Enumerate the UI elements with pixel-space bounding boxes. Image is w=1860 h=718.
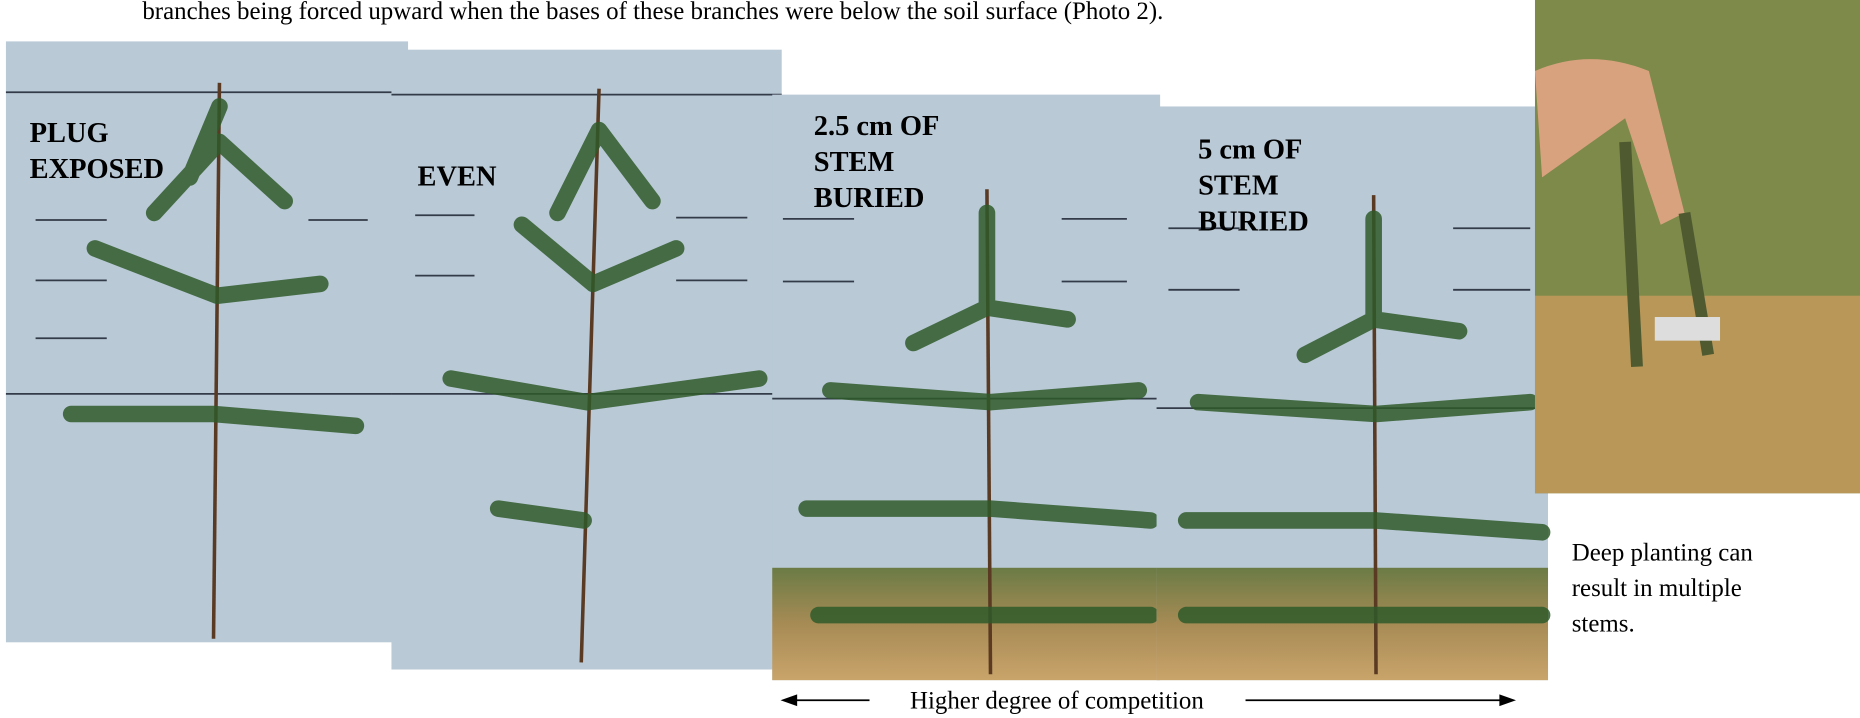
photo-label: 2.5 cm OF [814, 111, 940, 142]
page: branches being forced upward when the ba… [0, 0, 1860, 718]
photo-label: EXPOSED [30, 154, 164, 185]
caption-line: result in multiple [1572, 575, 1742, 602]
photo-label: PLUG [30, 118, 109, 149]
photo-label: STEM [1198, 171, 1279, 202]
photo [1535, 0, 1860, 493]
caption-line: Deep planting can [1572, 540, 1754, 567]
photo-label: STEM [814, 147, 895, 178]
caption-line: stems. [1572, 611, 1635, 638]
arrow-label: Higher degree of competition [910, 688, 1204, 715]
body-text-line: branches being forced upward when the ba… [142, 0, 1163, 25]
photo [391, 50, 781, 670]
photo-label: 5 cm OF [1198, 135, 1302, 166]
photo-label: EVEN [418, 162, 498, 193]
photo-label: BURIED [1198, 207, 1309, 238]
document: branches being forced upward when the ba… [0, 0, 1860, 718]
photo-label: BURIED [814, 183, 925, 214]
